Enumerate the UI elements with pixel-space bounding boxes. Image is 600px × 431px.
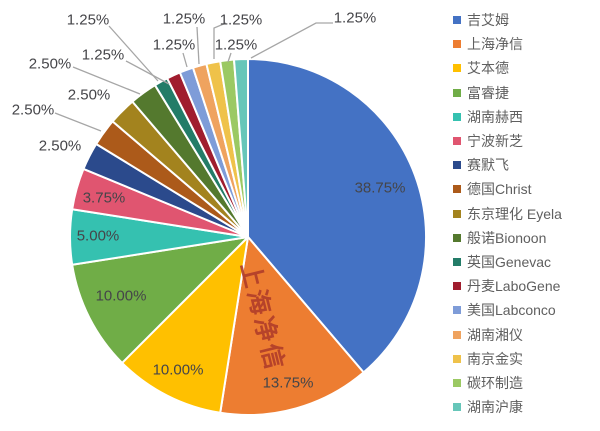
- legend-swatch: [453, 233, 461, 242]
- chart-legend: 吉艾姆上海净信艾本德富睿捷湖南赫西宁波新芝赛默飞德国Christ 东京理化 Eye…: [453, 8, 562, 419]
- legend-label: 丹麦LaboGene: [467, 278, 561, 295]
- legend-item: 宁波新芝: [453, 129, 562, 153]
- legend-item: 东京理化 Eyela: [453, 202, 562, 226]
- data-label-2: 13.75%: [263, 375, 314, 392]
- legend-item: 湖南赫西: [453, 105, 562, 129]
- data-label-7: 2.50%: [39, 138, 82, 155]
- legend-label: 东京理化 Eyela: [467, 205, 562, 222]
- data-label-3: 10.00%: [153, 362, 204, 379]
- legend-item: 碳环制造: [453, 371, 562, 395]
- leader-line-16: [227, 52, 232, 63]
- legend-swatch: [453, 354, 461, 363]
- legend-item: 赛默飞: [453, 153, 562, 177]
- legend-label: 上海净信: [467, 36, 523, 53]
- leader-line-13: [182, 52, 188, 68]
- data-label-16: 1.25%: [215, 37, 258, 54]
- legend-swatch: [453, 257, 461, 266]
- legend-label: 南京金实: [467, 350, 523, 367]
- legend-swatch: [453, 64, 461, 73]
- data-label-14: 1.25%: [163, 11, 206, 28]
- legend-label: 湖南沪康: [467, 399, 523, 416]
- data-label-13: 1.25%: [153, 37, 196, 54]
- legend-swatch: [453, 330, 461, 339]
- legend-swatch: [453, 209, 461, 218]
- legend-item: 南京金实: [453, 347, 562, 371]
- legend-swatch: [453, 378, 461, 387]
- data-label-11: 1.25%: [67, 12, 110, 29]
- data-label-12: 1.25%: [82, 47, 125, 64]
- leader-line-10: [72, 66, 141, 95]
- leader-line-8: [54, 112, 102, 132]
- legend-label: 德国Christ: [467, 181, 532, 198]
- legend-label: 碳环制造: [467, 374, 523, 391]
- legend-label: 湖南赫西: [467, 108, 523, 125]
- legend-item: 上海净信: [453, 32, 562, 56]
- legend-item: 富睿捷: [453, 81, 562, 105]
- legend-label: 宁波新芝: [467, 133, 523, 150]
- legend-item: 般诺Bionoon: [453, 226, 562, 250]
- legend-swatch: [453, 137, 461, 146]
- data-label-9: 2.50%: [68, 87, 111, 104]
- legend-item: 丹麦LaboGene: [453, 274, 562, 298]
- data-label-4: 10.00%: [96, 288, 147, 305]
- leader-line-15: [213, 22, 227, 59]
- legend-item: 美国Labconco: [453, 298, 562, 322]
- data-label-10: 2.50%: [29, 56, 72, 73]
- legend-label: 吉艾姆: [467, 12, 509, 29]
- legend-label: 美国Labconco: [467, 302, 556, 319]
- pie-slice-1: [247, 58, 428, 374]
- leader-line-14: [196, 26, 200, 65]
- legend-label: 般诺Bionoon: [467, 229, 547, 246]
- data-label-5: 5.00%: [77, 228, 120, 245]
- legend-swatch: [453, 112, 461, 121]
- leader-line-17: [250, 22, 333, 59]
- legend-label: 富睿捷: [467, 84, 509, 101]
- legend-item: 英国Genevac: [453, 250, 562, 274]
- leader-line-11: [108, 25, 159, 82]
- legend-item: 湖南沪康: [453, 395, 562, 419]
- legend-swatch: [453, 40, 461, 49]
- legend-swatch: [453, 88, 461, 97]
- legend-label: 赛默飞: [467, 157, 509, 174]
- legend-item: 湖南湘仪: [453, 322, 562, 346]
- leader-line-12: [125, 60, 170, 85]
- legend-swatch: [453, 161, 461, 170]
- data-label-8: 2.50%: [12, 102, 55, 119]
- legend-swatch: [453, 403, 461, 412]
- data-label-15: 1.25%: [220, 12, 263, 29]
- legend-swatch: [453, 16, 461, 25]
- legend-label: 湖南湘仪: [467, 326, 523, 343]
- data-label-6: 3.75%: [83, 190, 126, 207]
- legend-item: 吉艾姆: [453, 8, 562, 32]
- data-label-1: 38.75%: [355, 180, 406, 197]
- legend-label: 艾本德: [467, 60, 509, 77]
- legend-item: 艾本德: [453, 56, 562, 80]
- legend-swatch: [453, 306, 461, 315]
- data-label-17: 1.25%: [334, 10, 377, 27]
- legend-item: 德国Christ: [453, 177, 562, 201]
- pie-slice-4: [71, 236, 249, 364]
- legend-swatch: [453, 282, 461, 291]
- pie-slice-17: [233, 57, 249, 238]
- legend-swatch: [453, 185, 461, 194]
- legend-label: 英国Genevac: [467, 253, 552, 270]
- pie-slice-3: [121, 236, 249, 414]
- pie-slice-2: [219, 236, 365, 416]
